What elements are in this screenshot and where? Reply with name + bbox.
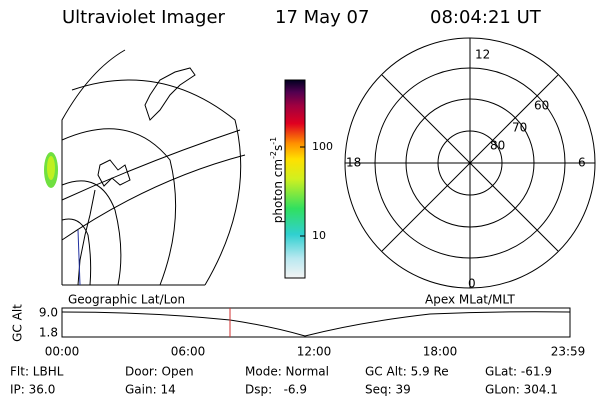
timeline-label: Apex MLat/MLT	[425, 293, 515, 307]
colorbar-unit: photon cm-2s-1	[269, 137, 285, 224]
ring-label: 60	[534, 99, 549, 113]
info-field: Mode: Normal	[245, 365, 329, 379]
instrument-title: Ultraviolet Imager	[62, 7, 226, 28]
timeline-label: Geographic Lat/Lon	[68, 293, 185, 307]
info-field: GLon: 304.1	[485, 383, 558, 397]
ring-label: 70	[512, 121, 527, 135]
info-field: Gain: 14	[125, 383, 176, 397]
info-field: Door: Open	[125, 365, 194, 379]
colorbar: 100 10 photon cm-2s-1	[269, 79, 333, 279]
polar-plot: 12 0 18 6 60 70 80	[344, 37, 596, 291]
timeline: Geographic Lat/Lon Apex MLat/MLT GC Alt …	[11, 293, 586, 359]
time-tick: 12:00	[297, 345, 332, 359]
time-tick: 00:00	[45, 345, 80, 359]
info-field: Flt: LBHL	[10, 365, 64, 379]
time-tick: 06:00	[171, 345, 206, 359]
info-field: GC Alt: 5.9 Re	[365, 365, 449, 379]
time-tick: 18:00	[423, 345, 458, 359]
axis-tick: 1.8	[39, 326, 58, 340]
unit: s	[271, 145, 285, 151]
polar-label: 0	[468, 277, 476, 291]
axis-tick: 9.0	[39, 306, 58, 320]
colorbar-tick: 10	[312, 229, 326, 242]
info-field: GLat: -61.9	[485, 365, 552, 379]
time-tick: 23:59	[551, 345, 586, 359]
date: 17 May 07	[275, 7, 369, 28]
axis-label: GC Alt	[11, 304, 25, 342]
map-panel	[44, 49, 246, 286]
info-field: IP: 36.0	[10, 383, 55, 397]
info-panel: Flt: LBHL Door: Open Mode: Normal GC Alt: 5…	[10, 365, 558, 397]
exponent: -1	[269, 137, 278, 145]
info-field: Seq: 39	[365, 383, 411, 397]
polar-label: 12	[475, 48, 490, 62]
colorbar-tick: 100	[312, 140, 333, 153]
time: 08:04:21 UT	[430, 7, 542, 28]
exponent: -2	[269, 151, 278, 159]
ring-label: 80	[490, 139, 505, 153]
polar-label: 18	[346, 156, 361, 170]
info-field: Dsp: -6.9	[245, 383, 307, 397]
polar-label: 6	[578, 156, 586, 170]
unit: photon cm	[271, 159, 285, 223]
